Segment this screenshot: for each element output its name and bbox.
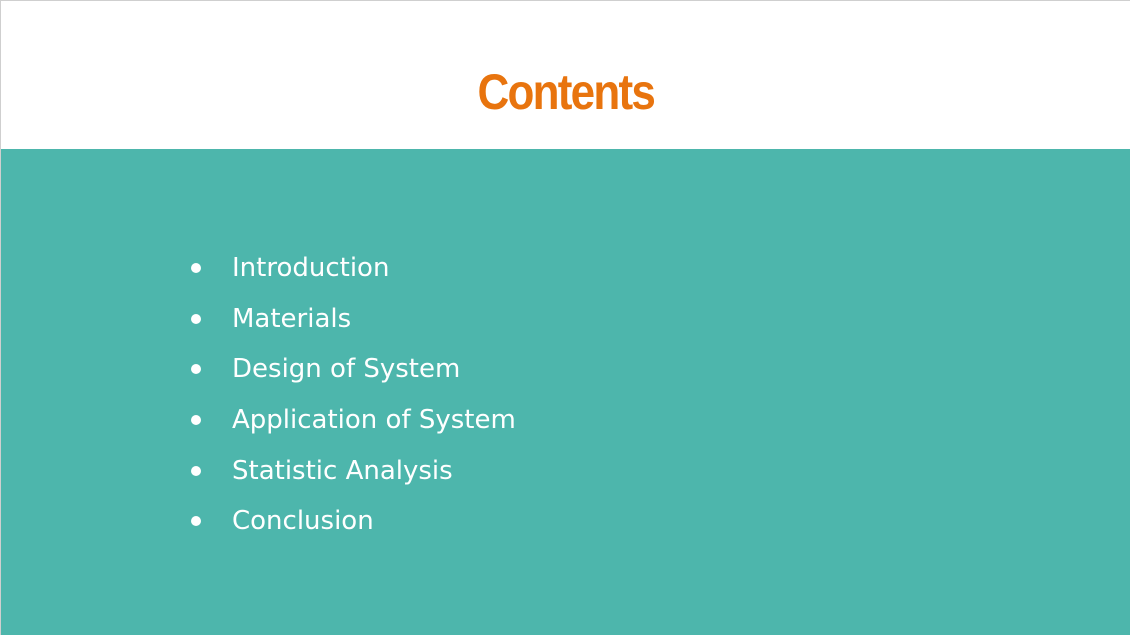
bullet-icon xyxy=(191,415,201,426)
bullet-icon xyxy=(191,465,201,476)
content-band: Introduction Materials Design of System … xyxy=(1,149,1130,635)
bullet-icon xyxy=(191,516,201,527)
list-item-label: Statistic Analysis xyxy=(232,455,453,486)
list-item-label: Conclusion xyxy=(232,506,374,537)
list-item-label: Design of System xyxy=(232,354,461,385)
bullet-icon xyxy=(191,313,201,324)
bullet-icon xyxy=(191,364,201,375)
slide-title: Contents xyxy=(477,64,656,120)
bullet-icon xyxy=(191,263,201,274)
list-item-label: Materials xyxy=(232,303,352,334)
list-item-label: Application of System xyxy=(232,405,516,436)
list-item-label: Introduction xyxy=(232,253,390,284)
title-band: Contents xyxy=(1,1,1130,149)
